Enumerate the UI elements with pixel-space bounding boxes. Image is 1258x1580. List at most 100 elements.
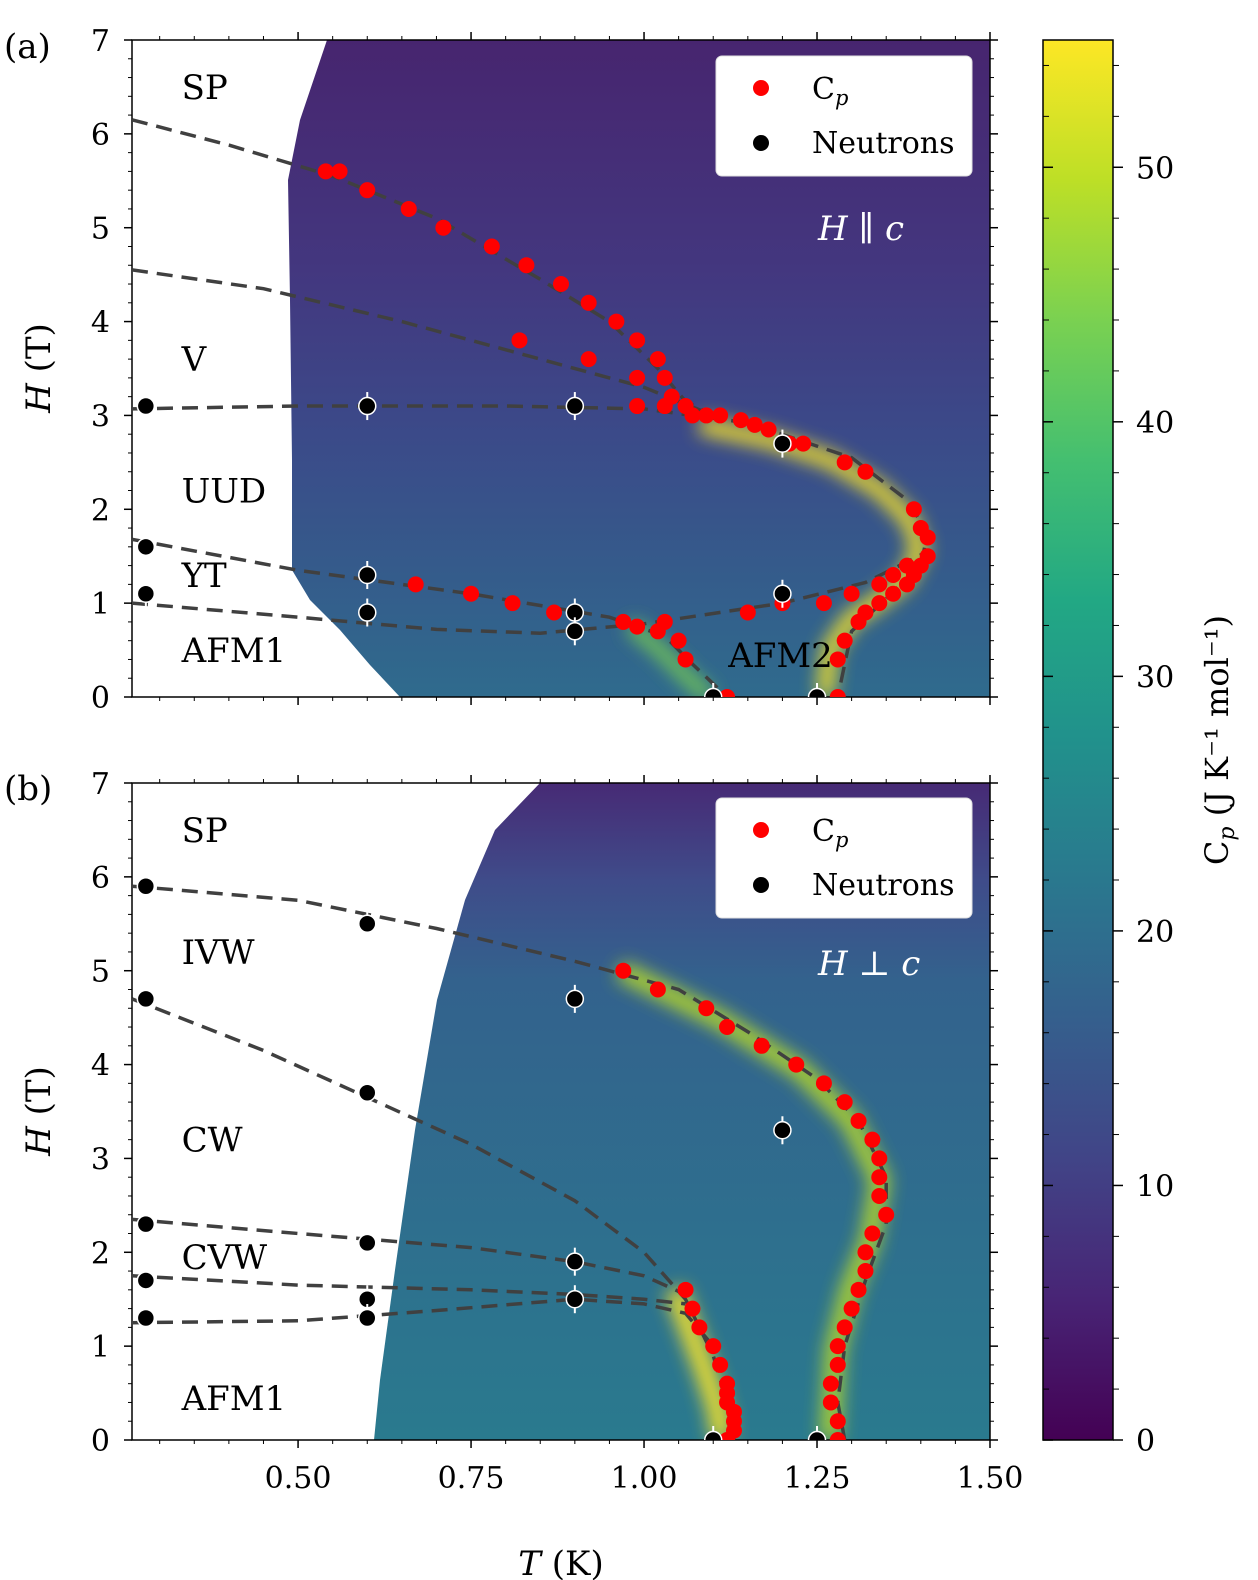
cp-point-a-6 xyxy=(518,257,535,274)
cp-point-a-29 xyxy=(857,463,874,480)
cp-point-a-46 xyxy=(871,576,888,593)
cp-point-a-5 xyxy=(483,238,500,255)
axes-frame-b xyxy=(131,782,991,1441)
cp-point-a-2 xyxy=(359,182,376,199)
neutron-point-b-12 xyxy=(136,1308,156,1328)
y-axis-label-b: H (T) xyxy=(19,1066,59,1157)
cp-point-a-50 xyxy=(739,604,756,621)
cp-point-a-59 xyxy=(670,632,687,649)
heatmap-peak-low-a xyxy=(625,619,715,697)
legend-neutron-marker-a xyxy=(753,135,769,151)
neutron-point-b-2 xyxy=(136,989,156,1009)
cp-point-b-9 xyxy=(864,1131,881,1148)
cp-point-a-32 xyxy=(919,529,936,546)
cp-point-a-30 xyxy=(905,501,922,518)
cp-point-b-1 xyxy=(649,981,666,998)
field-label-a: H ∥ c xyxy=(817,209,904,249)
cp-point-b-28 xyxy=(691,1319,708,1336)
cp-point-b-7 xyxy=(836,1094,853,1111)
x-tick-label-2: 1.00 xyxy=(611,1461,678,1496)
cp-point-b-26 xyxy=(677,1281,694,1298)
phase-label-a-3: YT xyxy=(181,556,227,596)
neutron-point-b-11 xyxy=(565,1289,585,1309)
cp-point-a-19 xyxy=(656,398,673,415)
cp-point-b-4 xyxy=(753,1037,770,1054)
neutron-point-a-1 xyxy=(358,396,377,416)
neutron-point-b-9 xyxy=(136,1271,156,1290)
phase-label-a-4: AFM1 xyxy=(181,631,287,671)
cp-point-a-23 xyxy=(732,412,749,429)
legend-b: Cp Neutrons xyxy=(715,797,973,919)
phase-label-b-3: CVW xyxy=(182,1238,268,1278)
x-tick-label-4: 1.50 xyxy=(957,1461,1024,1496)
colorbar-label: Cp (J K⁻¹ mol⁻¹) xyxy=(1198,615,1240,865)
heatmap-region-b xyxy=(374,783,990,1440)
phase-boundary-b-4 xyxy=(132,1297,715,1348)
neutron-point-a-3 xyxy=(773,434,792,453)
legend-cp-label-b: Cp xyxy=(812,814,848,852)
phase-label-b-0: SP xyxy=(182,811,228,851)
cp-point-a-12 xyxy=(511,332,528,349)
neutron-point-a-12 xyxy=(807,687,827,697)
cp-point-a-4 xyxy=(435,219,452,236)
neutron-point-b-14 xyxy=(703,1430,723,1440)
x-tick-label-0: 0.50 xyxy=(265,1461,332,1496)
y-tick-label-b-6: 6 xyxy=(91,861,110,896)
cp-point-a-37 xyxy=(885,585,902,602)
cp-point-b-29 xyxy=(705,1338,722,1355)
y-tick-label-a-5: 5 xyxy=(91,212,110,247)
cp-point-b-14 xyxy=(864,1225,881,1242)
cp-point-a-11 xyxy=(649,351,666,368)
neutron-point-a-0 xyxy=(136,396,156,416)
data-points-b xyxy=(136,872,895,1440)
cp-point-a-18 xyxy=(629,398,646,415)
legend-a: Cp Neutrons xyxy=(715,55,973,177)
cp-point-a-44 xyxy=(898,557,915,574)
colorbar-tick-label-50: 50 xyxy=(1136,151,1174,186)
phase-label-b-1: IVW xyxy=(182,933,255,973)
cp-point-a-28 xyxy=(836,454,853,471)
cp-point-a-8 xyxy=(580,294,597,311)
cp-point-b-8 xyxy=(850,1112,867,1129)
y-tick-label-b-5: 5 xyxy=(91,955,110,990)
y-tick-label-a-2: 2 xyxy=(91,493,110,528)
cp-point-a-40 xyxy=(850,613,867,630)
legend-neutron-marker-b xyxy=(753,877,769,893)
heatmap-region-a xyxy=(288,40,990,697)
phase-labels-b: SP IVW CW CVW AFM1 xyxy=(181,811,287,1419)
cp-point-a-54 xyxy=(546,604,563,621)
cp-point-b-25 xyxy=(829,1432,846,1440)
neutron-point-b-5 xyxy=(773,1121,792,1140)
cp-point-a-56 xyxy=(629,618,646,635)
cp-point-a-41 xyxy=(836,632,853,649)
cp-point-b-12 xyxy=(871,1187,888,1204)
panel-b: 0 1 2 3 4 5 6 7 0.50 0.75 1.00 1.25 1.50 SP IVW CW CVW A… xyxy=(4,767,1023,1496)
y-tick-label-b-7: 7 xyxy=(91,767,110,802)
neutron-point-b-1 xyxy=(358,914,377,934)
phase-boundary-b-1 xyxy=(132,997,736,1440)
cp-point-b-15 xyxy=(857,1244,874,1261)
neutron-point-b-6 xyxy=(136,1214,156,1234)
colorbar-ticks: 0 10 20 30 40 50 xyxy=(1043,64,1174,1459)
neutron-point-b-4 xyxy=(565,989,585,1009)
neutron-point-a-2 xyxy=(565,396,585,416)
legend-neutron-label-b: Neutrons xyxy=(812,868,955,903)
cp-point-a-3 xyxy=(400,200,417,217)
neutron-point-b-15 xyxy=(807,1430,827,1440)
cp-point-b-21 xyxy=(829,1356,846,1373)
neutron-point-a-6 xyxy=(358,565,377,585)
neutron-point-b-7 xyxy=(358,1233,377,1253)
phase-boundary-a-4 xyxy=(132,549,929,635)
colorbar-tick-label-40: 40 xyxy=(1136,406,1174,441)
y-tick-label-b-1: 1 xyxy=(91,1330,110,1365)
x-tick-label-1: 0.75 xyxy=(438,1461,505,1496)
cp-point-b-6 xyxy=(815,1075,832,1092)
neutron-point-a-4 xyxy=(136,537,156,557)
cp-point-a-45 xyxy=(885,566,902,583)
phase-boundary-a-2 xyxy=(132,404,930,697)
axis-ticks-a: 0 1 2 3 4 5 6 7 xyxy=(91,24,998,716)
phase-label-a-1: V xyxy=(181,340,208,380)
cp-point-b-0 xyxy=(615,962,632,979)
cp-point-b-22 xyxy=(822,1375,839,1392)
cp-point-b-23 xyxy=(822,1394,839,1411)
